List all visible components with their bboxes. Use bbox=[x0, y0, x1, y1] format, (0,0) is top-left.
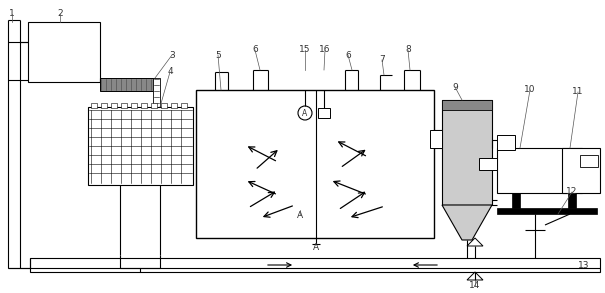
Bar bbox=[568, 180, 576, 208]
Bar bbox=[131, 103, 137, 108]
Bar bbox=[430, 130, 442, 148]
Text: A: A bbox=[302, 108, 307, 117]
Bar bbox=[562, 148, 600, 193]
Bar bbox=[442, 100, 492, 110]
Text: 11: 11 bbox=[572, 88, 584, 96]
Bar bbox=[101, 103, 107, 108]
Text: 8: 8 bbox=[405, 45, 411, 54]
Text: 14: 14 bbox=[469, 282, 481, 290]
Bar bbox=[479, 158, 497, 170]
Text: 10: 10 bbox=[525, 86, 536, 95]
Bar bbox=[91, 103, 97, 108]
Bar bbox=[121, 103, 127, 108]
Bar bbox=[151, 103, 157, 108]
Bar bbox=[111, 103, 117, 108]
Text: 6: 6 bbox=[345, 50, 351, 59]
Text: 7: 7 bbox=[379, 55, 385, 64]
Bar bbox=[512, 180, 520, 208]
Text: 5: 5 bbox=[215, 50, 221, 59]
Text: 4: 4 bbox=[167, 67, 173, 76]
Bar bbox=[161, 103, 167, 108]
Text: 15: 15 bbox=[299, 45, 311, 54]
Bar bbox=[580, 155, 598, 167]
Bar bbox=[153, 78, 160, 110]
Polygon shape bbox=[442, 205, 492, 240]
Text: 2: 2 bbox=[57, 9, 63, 18]
Bar bbox=[497, 208, 597, 214]
Bar bbox=[88, 107, 193, 185]
Bar bbox=[442, 100, 492, 205]
Text: 6: 6 bbox=[252, 45, 258, 54]
Bar bbox=[497, 148, 582, 193]
Bar bbox=[318, 108, 330, 118]
Bar bbox=[141, 103, 147, 108]
Bar bbox=[196, 90, 434, 238]
Bar bbox=[181, 103, 187, 108]
Text: 9: 9 bbox=[452, 83, 458, 91]
Bar bbox=[28, 22, 100, 82]
Bar bbox=[30, 258, 600, 272]
Text: 12: 12 bbox=[566, 188, 578, 197]
Text: 13: 13 bbox=[578, 260, 590, 270]
Text: A: A bbox=[297, 210, 303, 219]
Text: 3: 3 bbox=[169, 50, 175, 59]
Text: 1: 1 bbox=[9, 9, 15, 18]
Text: A: A bbox=[313, 243, 319, 253]
Text: 16: 16 bbox=[319, 45, 331, 54]
Bar bbox=[171, 103, 177, 108]
Bar bbox=[100, 78, 155, 91]
Bar bbox=[497, 135, 515, 150]
